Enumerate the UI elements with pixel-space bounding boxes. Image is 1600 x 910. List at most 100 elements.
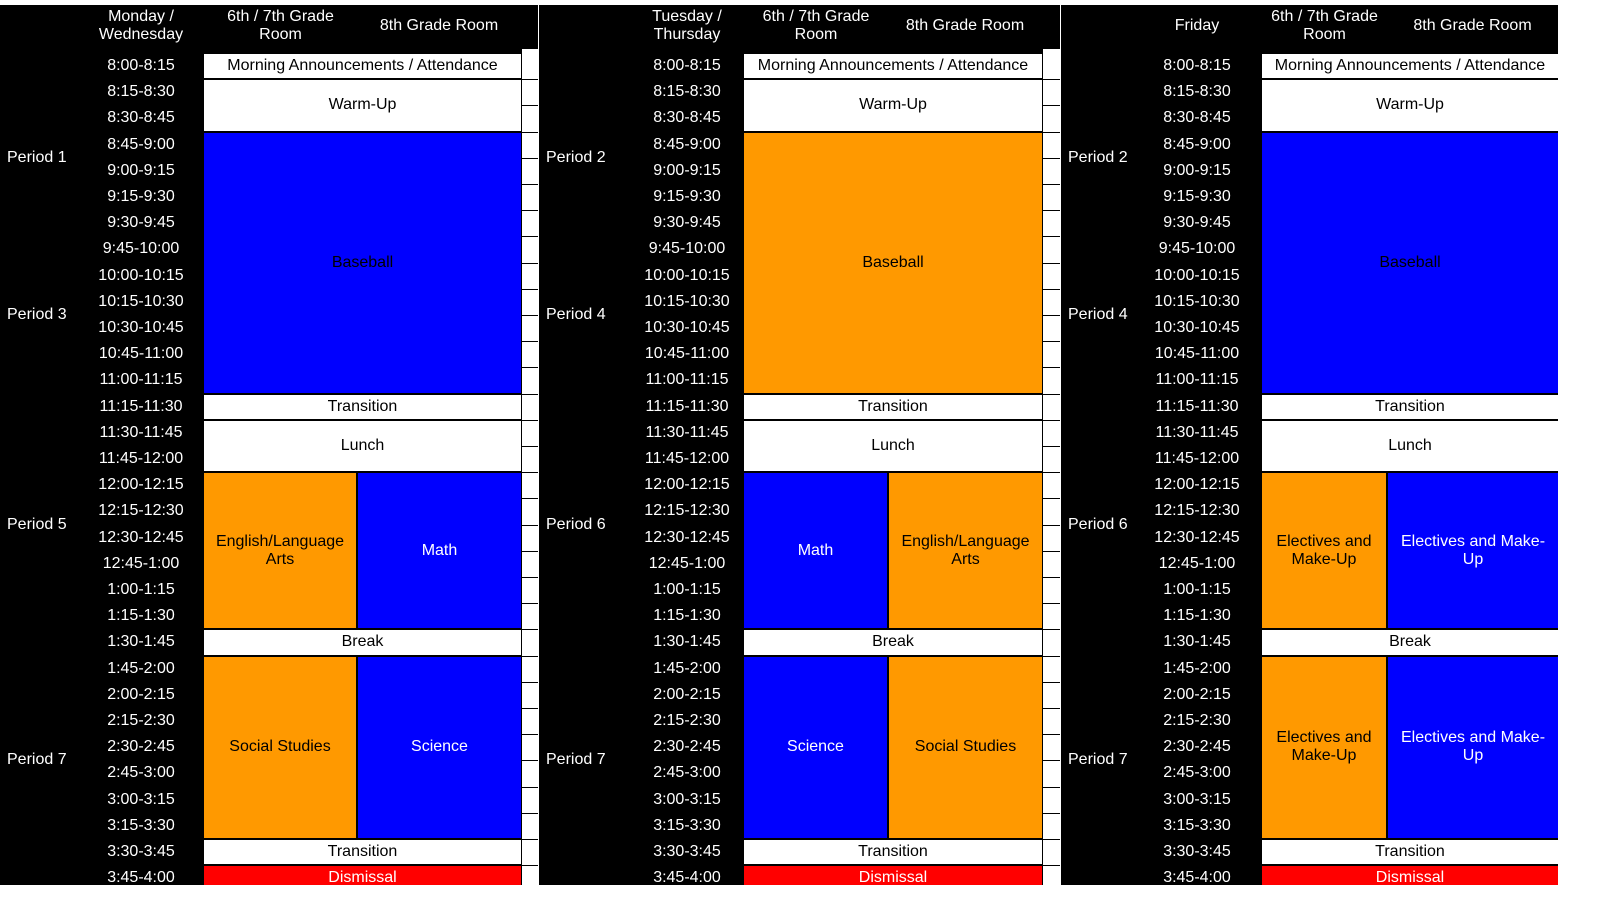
time-slot-label: 2:45-3:00 [653,764,721,782]
row-divider [1043,341,1060,343]
time-slot-label: 9:45-10:00 [1158,240,1236,258]
row-divider [1043,393,1060,395]
row-divider [522,498,538,500]
schedule-block-baseball: Baseball [1262,132,1558,393]
period-label: Period 4 [1068,305,1128,323]
row-divider [522,603,538,605]
time-slot-label: 10:15-10:30 [1154,292,1240,310]
schedule-block-electives-and-make-up: Electives and Make- Up [1388,656,1558,838]
time-slot-label: 12:00-12:15 [644,476,730,494]
row-divider [522,812,538,814]
room-header-6th-7th: 6th / 7th Grade Room [1271,8,1378,43]
row-divider [522,760,538,762]
row-divider [1043,603,1060,605]
time-slot-label: 3:00-3:15 [107,790,175,808]
row-divider [522,786,538,788]
time-slot-label: 3:00-3:15 [1163,790,1231,808]
schedule-block-break: Break [204,630,521,655]
period-label: Period 6 [1068,515,1128,533]
time-slot-label: 11:15-11:30 [99,397,183,415]
schedule-block-lunch: Lunch [204,420,521,472]
row-divider [1043,262,1060,264]
row-divider [1043,524,1060,526]
room-header-6th-7th: 6th / 7th Grade Room [227,8,334,43]
row-divider [522,393,538,395]
time-slot-label: 1:45-2:00 [1163,659,1231,677]
schedule-block-lunch: Lunch [744,420,1042,472]
time-slot-label: 3:45-4:00 [107,869,175,885]
row-divider [522,131,538,133]
room-header-6th-7th: 6th / 7th Grade Room [762,8,870,43]
time-slot-label: 10:00-10:15 [644,266,730,284]
time-slot-label: 9:15-9:30 [1163,188,1231,206]
time-slot-label: 12:30-12:45 [644,528,730,546]
time-slot-label: 12:45-1:00 [1158,554,1236,572]
time-slot-label: 9:45-10:00 [102,240,180,258]
time-slot-label: 3:45-4:00 [653,869,721,885]
time-slot-label: 1:45-2:00 [107,659,175,677]
time-slot-label: 2:45-3:00 [1163,764,1231,782]
time-slot-label: 8:45-9:00 [1163,135,1231,153]
row-divider [1043,157,1060,159]
row-divider [1043,812,1060,814]
row-divider [522,681,538,683]
time-slot-label: 8:45-9:00 [653,135,721,153]
row-divider [522,708,538,709]
row-divider [522,341,538,343]
time-slot-label: 8:15-8:30 [653,83,721,101]
row-divider [1043,446,1060,447]
row-divider [522,184,538,185]
panel-side-strip [1043,49,1060,885]
time-slot-label: 11:00-11:15 [1155,371,1239,389]
schedule-block-transition: Transition [204,394,521,419]
time-slot-label: 9:45-10:00 [648,240,726,258]
time-slot-label: 12:15-12:30 [1154,502,1240,520]
schedule-block-break: Break [744,630,1042,655]
period-label: Period 5 [7,515,67,533]
time-slot-label: 12:00-12:15 [98,476,184,494]
schedule-block-dismissal: Dismissal [1262,866,1558,885]
time-slot-label: 2:00-2:15 [1163,685,1231,703]
time-slot-label: 9:15-9:30 [107,188,175,206]
row-divider [522,577,538,578]
period-label: Period 1 [7,148,67,166]
row-divider [1043,79,1060,81]
schedule-block-morning-announcements-attendance: Morning Announcements / Attendance [744,54,1042,79]
time-slot-label: 10:00-10:15 [98,266,184,284]
schedule-block-electives-and-make-up: Electives and Make-Up [1262,656,1386,838]
row-divider [1043,105,1060,107]
time-slot-label: 8:30-8:45 [653,109,721,127]
row-divider [522,550,538,552]
time-slot-label: 8:30-8:45 [107,109,175,127]
time-slot-label: 2:45-3:00 [107,764,175,782]
schedule-block-baseball: Baseball [744,132,1042,393]
room-header-8th: 8th Grade Room [905,17,1025,34]
panel-side-strip [522,49,538,885]
row-divider [522,472,538,474]
time-slot-label: 10:45-11:00 [644,345,730,363]
time-slot-label: 2:00-2:15 [107,685,175,703]
time-slot-label: 12:15-12:30 [644,502,730,520]
row-divider [1043,419,1060,421]
time-slot-label: 11:15-11:30 [1155,397,1239,415]
row-divider [1043,760,1060,762]
schedule-block-morning-announcements-attendance: Morning Announcements / Attendance [204,54,521,79]
schedule-block-transition: Transition [1262,840,1558,865]
row-divider [522,262,538,264]
row-divider [1043,472,1060,474]
row-divider [1043,498,1060,500]
period-label: Period 7 [1068,751,1128,769]
row-divider [522,79,538,81]
time-slot-label: 3:00-3:15 [653,790,721,808]
time-slot-label: 8:00-8:15 [107,57,175,75]
schedule-block-dismissal: Dismissal [204,866,521,885]
day-header: Tuesday / Thursday [652,8,722,43]
schedule-block-english-language-arts: English/Language Arts [204,473,356,629]
row-divider [1043,708,1060,709]
schedule-block-social-studies: Social Studies [204,656,356,838]
row-divider [522,629,538,631]
time-slot-label: 1:15-1:30 [1163,607,1231,625]
time-slot-label: 2:30-2:45 [107,738,175,756]
time-slot-label: 10:30-10:45 [644,319,730,337]
